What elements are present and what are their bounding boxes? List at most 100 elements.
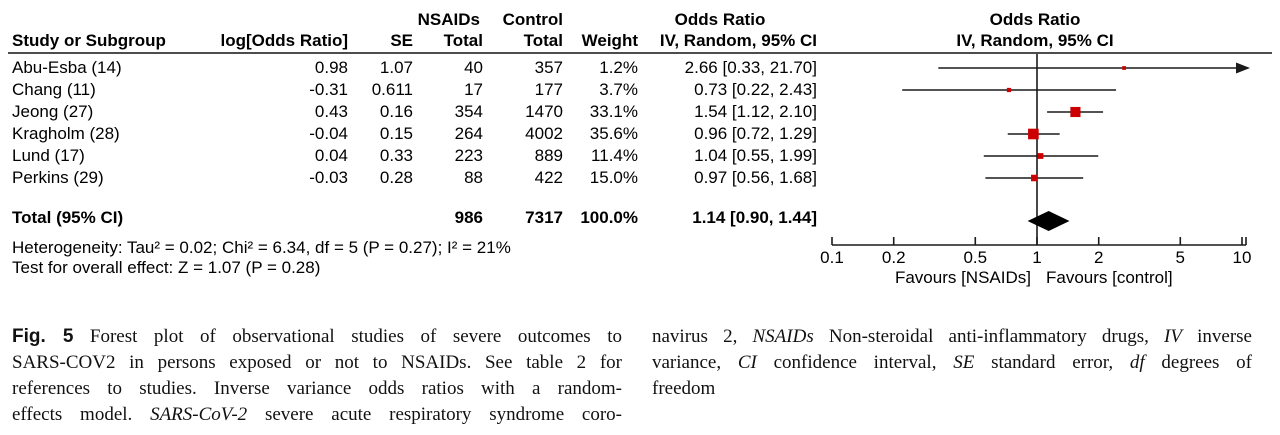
cell-n_control: 1470: [525, 102, 563, 121]
cell-study: Perkins (29): [12, 168, 104, 187]
cell-weight: 3.7%: [599, 80, 638, 99]
caption-segment: effects model.: [12, 404, 151, 425]
cell-se: 0.28: [379, 168, 413, 187]
caption-right-column: navirus 2, NSAIDs Non-steroidal anti-inf…: [652, 324, 1252, 402]
total-or-ci: 1.14 [0.90, 1.44]: [692, 208, 817, 227]
header-se: SE: [390, 31, 413, 50]
forest-plot-graphic: 0.1 0.2 0.5 1 2 5 10 Favours [NSAIDs] Favours [c…: [820, 54, 1252, 287]
cell-se: 0.15: [379, 124, 413, 143]
cell-n_nsaids: 264: [454, 124, 483, 143]
caption-segment-i: df: [1129, 352, 1145, 373]
cell-se: 0.611: [371, 80, 413, 99]
axis-tick-label: 0.5: [963, 248, 987, 267]
cell-weight: 11.4%: [591, 146, 638, 165]
total-nsaids-n: 986: [454, 208, 483, 227]
effect-marker: [1122, 66, 1126, 70]
table-row: Abu-Esba (14) 0.98 1.07 40 357 1.2% 2.66 [0.33…: [0, 57, 830, 79]
table-row: Kragholm (28) -0.04 0.15 264 4002 35.6% 0.96 […: [0, 123, 830, 145]
cell-se: 1.07: [379, 58, 413, 77]
cell-or_ci: 1.54 [1.12, 2.10]: [694, 102, 817, 121]
cell-n_control: 4002: [525, 124, 563, 143]
cell-study: Lund (17): [12, 146, 85, 165]
total-diamond: [1027, 211, 1070, 231]
total-row: Total (95% CI) 986 7317 100.0% 1.14 [0.9…: [0, 207, 830, 229]
cell-n_control: 357: [534, 58, 563, 77]
caption-line: references to studies. Inverse variance …: [12, 376, 622, 402]
caption-line: effects model. SARS-CoV-2 severe acute r…: [12, 402, 622, 428]
caption-segment: references to studies. Inverse variance …: [12, 378, 622, 399]
caption-segment-i: SARS-CoV-2: [150, 404, 248, 425]
cell-study: Chang (11): [12, 80, 96, 99]
caption-segment: SARS-COV2 in persons exposed or not to N…: [12, 352, 622, 373]
axis-tick-label: 5: [1176, 248, 1185, 267]
cell-logor: 0.98: [314, 58, 348, 77]
axis-tick-label: 2: [1094, 248, 1103, 267]
cell-se: 0.16: [379, 102, 413, 121]
caption-line: navirus 2, NSAIDs Non-steroidal anti-inf…: [652, 324, 1252, 350]
cell-study: Kragholm (28): [12, 124, 120, 143]
cell-or_ci: 1.04 [0.55, 1.99]: [694, 146, 817, 165]
axis-tick-label: 10: [1233, 248, 1252, 267]
caption-segment: freedom: [652, 378, 716, 399]
table-row: Jeong (27) 0.43 0.16 354 1470 33.1% 1.54 [1.12…: [0, 101, 830, 123]
table-row: Chang (11) -0.31 0.611 17 177 3.7% 0.73 [0.22,…: [0, 79, 830, 101]
total-weight: 100.0%: [580, 208, 638, 227]
cell-logor: 0.43: [314, 102, 348, 121]
effect-marker: [1031, 174, 1038, 182]
cell-logor: -0.04: [309, 124, 348, 143]
cell-or_ci: 0.96 [0.72, 1.29]: [694, 124, 817, 143]
cell-or_ci: 0.73 [0.22, 2.43]: [694, 80, 817, 99]
overall-effect-test: Test for overall effect: Z = 1.07 (P = 0…: [12, 258, 321, 277]
caption-line: freedom: [652, 376, 1252, 402]
caption-segment: Forest plot of observational studies of …: [73, 326, 622, 347]
cell-weight: 1.2%: [599, 58, 638, 77]
header-odds-ratio-plot: Odds Ratio: [989, 10, 1081, 29]
cell-weight: 33.1%: [589, 102, 638, 121]
cell-logor: 0.04: [314, 146, 348, 165]
caption-segment-i: CI: [737, 352, 757, 373]
cell-weight: 35.6%: [589, 124, 638, 143]
cell-n_control: 177: [534, 80, 563, 99]
header-divider: [8, 52, 1272, 54]
caption-segment: severe acute respiratory syndrome coro-: [247, 404, 622, 425]
caption-segment-i: IV: [1164, 326, 1182, 347]
effect-marker: [1006, 87, 1012, 93]
header-odds-ratio-column: Odds Ratio: [674, 10, 766, 29]
cell-n_control: 422: [534, 168, 563, 187]
total-label: Total (95% CI): [12, 208, 124, 227]
cell-n_control: 889: [534, 146, 563, 165]
cell-n_nsaids: 354: [454, 102, 483, 121]
table-row: Lund (17) 0.04 0.33 223 889 11.4% 1.04 [0.55, …: [0, 145, 830, 167]
header-total-control: Total: [523, 31, 563, 50]
cell-or_ci: 0.97 [0.56, 1.68]: [694, 168, 817, 187]
effect-marker: [1070, 106, 1081, 118]
header-iv-random-ci: IV, Random, 95% CI: [659, 31, 817, 50]
effect-marker: [1028, 128, 1039, 140]
cell-n_nsaids: 17: [464, 80, 483, 99]
header-group-nsaids: NSAIDs: [417, 10, 480, 29]
cell-logor: -0.03: [309, 168, 348, 187]
caption-segment-i: NSAIDs: [752, 326, 814, 347]
cell-n_nsaids: 223: [454, 146, 483, 165]
caption-line: Fig. 5 Forest plot of observational stud…: [12, 324, 622, 350]
caption-left-column: Fig. 5 Forest plot of observational stud…: [12, 324, 622, 428]
favours-right-label: Favours [control]: [1046, 268, 1173, 287]
cell-or_ci: 2.66 [0.33, 21.70]: [684, 58, 817, 77]
cell-study: Jeong (27): [12, 102, 94, 121]
table-row: Perkins (29) -0.03 0.28 88 422 15.0% 0.97 [0.5…: [0, 167, 830, 189]
caption-segment: variance,: [652, 352, 738, 373]
header-iv-random-ci-plot: IV, Random, 95% CI: [956, 31, 1114, 50]
caption-line: SARS-COV2 in persons exposed or not to N…: [12, 350, 622, 376]
caption-segment: degrees of: [1144, 352, 1252, 373]
ci-arrowhead: [1236, 62, 1250, 74]
caption-segment-figbold: Fig. 5: [12, 326, 74, 347]
caption-segment-i: SE: [953, 352, 975, 373]
cell-weight: 15.0%: [589, 168, 638, 187]
header-logor: log[Odds Ratio]: [220, 31, 348, 50]
cell-se: 0.33: [379, 146, 413, 165]
header-weight: Weight: [581, 31, 638, 50]
heterogeneity-stats: Heterogeneity: Tau² = 0.02; Chi² = 6.34,…: [12, 238, 511, 257]
caption-segment: inverse: [1181, 326, 1252, 347]
favours-left-label: Favours [NSAIDs]: [895, 268, 1031, 287]
